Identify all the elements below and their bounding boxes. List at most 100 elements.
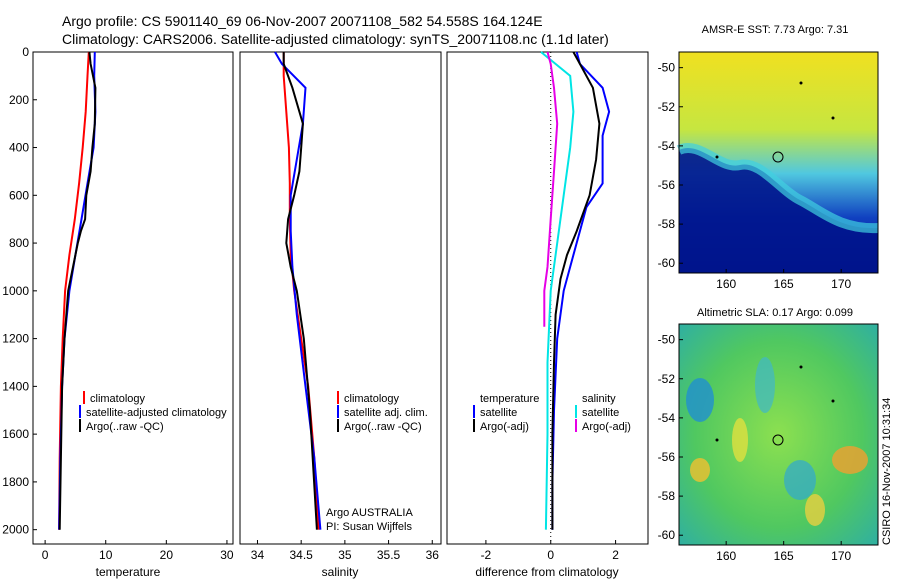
salinity-axes-box	[239, 51, 442, 545]
map-y-tick-label: -60	[658, 256, 676, 270]
y-tick-label: 1800	[2, 475, 29, 489]
map-y-tick-label: -52	[658, 100, 676, 114]
sla-map: Altimetric SLA: 0.17 Argo: 0.099 160 165 1…	[658, 307, 879, 563]
map-y-tick-label: -52	[658, 372, 676, 386]
series-line	[551, 51, 601, 530]
series-line	[551, 51, 611, 530]
difference-x-axis: -2 0 2	[481, 540, 619, 562]
x-tick-label: 2	[612, 548, 619, 562]
legend-climatology: climatology	[344, 393, 400, 405]
sst-map-frame	[678, 51, 879, 274]
y-tick-label: 1200	[2, 332, 29, 346]
float-dot	[831, 116, 835, 120]
sla-high	[805, 494, 825, 526]
difference-panel: -2 0 2 difference from climatology tempera…	[446, 51, 649, 579]
y-tick-label: 800	[9, 236, 29, 250]
float-dot	[715, 155, 719, 159]
map-y-tick-label: -56	[658, 178, 676, 192]
map-x-tick-label: 170	[831, 277, 851, 291]
sla-low	[784, 460, 816, 500]
figure-title-line2: Climatology: CARS2006. Satellite-adjuste…	[62, 31, 609, 47]
float-dot	[799, 365, 803, 369]
map-x-tick-label: 165	[774, 549, 794, 563]
sla-high	[732, 418, 748, 462]
map-y-tick-label: -50	[658, 333, 676, 347]
temperature-axis-label: temperature	[96, 565, 161, 579]
series-line	[282, 52, 318, 530]
salinity-x-axis: 34 34.5 35 35.5 36	[251, 540, 439, 562]
legend-temp-satellite: satellite	[480, 407, 517, 419]
salinity-panel: 34 34.5 35 35.5 36 salinity climatology sate…	[239, 51, 442, 579]
x-tick-label: -2	[481, 548, 492, 562]
legend-argo: Argo(..raw -QC)	[344, 421, 422, 433]
argo-location-marker	[772, 151, 784, 163]
map-x-tick-label: 160	[716, 549, 736, 563]
y-tick-label: 600	[9, 188, 29, 202]
float-dot	[831, 399, 835, 403]
temperature-legend: climatology satellite-adjusted climatolo…	[79, 391, 227, 433]
y-tick-label: 200	[9, 93, 29, 107]
y-tick-label: 2000	[2, 523, 29, 537]
map-x-tick-label: 170	[831, 549, 851, 563]
legend-satellite: satellite-adjusted climatology	[86, 407, 227, 419]
temperature-axes-box	[32, 51, 234, 545]
series-line	[58, 51, 97, 530]
y-tick-label: 1600	[2, 427, 29, 441]
x-tick-label: 36	[426, 548, 440, 562]
argo-location-marker	[772, 434, 784, 446]
polar-front-band	[676, 143, 879, 234]
sla-field	[679, 324, 878, 545]
sla-map-title: Altimetric SLA: 0.17 Argo: 0.099	[697, 307, 853, 319]
x-tick-label: 20	[160, 548, 174, 562]
temperature-panel: 0 200 400 600 800 1000 1200 1400 1600 1800 2000 0 1…	[2, 45, 234, 579]
map-y-tick-label: -60	[658, 528, 676, 542]
depth-axis: 0 200 400 600 800 1000 1200 1400 1600 1800 2000	[2, 45, 37, 537]
x-tick-label: 0	[547, 548, 554, 562]
map-y-tick-label: -58	[658, 489, 676, 503]
series-line	[543, 51, 559, 327]
figure-title-line1: Argo profile: CS 5901140_69 06-Nov-2007 …	[62, 13, 543, 29]
sst-map-title: AMSR-E SST: 7.73 Argo: 7.31	[702, 24, 849, 36]
legend-argo: Argo(..raw -QC)	[86, 421, 164, 433]
salinity-series	[274, 51, 322, 530]
x-tick-label: 34	[251, 548, 265, 562]
sla-low	[755, 357, 775, 413]
map-y-tick-label: -56	[658, 450, 676, 464]
y-tick-label: 1000	[2, 284, 29, 298]
y-tick-label: 0	[22, 45, 29, 59]
series-line	[58, 51, 90, 530]
data-source-label: Argo AUSTRALIA	[326, 507, 413, 519]
float-dot	[799, 81, 803, 85]
x-tick-label: 35	[338, 548, 352, 562]
y-tick-label: 400	[9, 141, 29, 155]
temperature-x-axis: 0 10 20 30	[42, 540, 234, 562]
legend-sal-satellite: satellite	[582, 407, 619, 419]
series-line	[274, 51, 322, 530]
difference-axis-label: difference from climatology	[475, 565, 618, 579]
x-tick-label: 10	[99, 548, 113, 562]
map-x-tick-label: 165	[774, 277, 794, 291]
map-y-tick-label: -58	[658, 217, 676, 231]
sst-map: AMSR-E SST: 7.73 Argo: 7.31 160 165 170 -50…	[658, 24, 879, 291]
legend-sal-argo: Argo(-adj)	[582, 421, 631, 433]
difference-series	[540, 51, 611, 530]
legend-satellite: satellite adj. clim.	[344, 407, 428, 419]
sst-map-axes: 160 165 170 -50 -52 -54 -56 -58 -60	[658, 61, 852, 291]
sla-high	[690, 458, 710, 482]
x-tick-label: 35.5	[377, 548, 401, 562]
legend-temp-argo: Argo(-adj)	[480, 421, 529, 433]
y-tick-label: 1400	[2, 379, 29, 393]
side-timestamp: CSIRO 16-Nov-2007 10:31:34	[881, 398, 893, 545]
x-tick-label: 0	[42, 548, 49, 562]
difference-legend: temperature satellite Argo(-adj) salinit…	[473, 393, 631, 433]
x-tick-label: 34.5	[289, 548, 313, 562]
pi-label: PI: Susan Wijffels	[326, 521, 412, 533]
legend-climatology: climatology	[90, 393, 146, 405]
cold-water-region	[679, 147, 878, 273]
legend-header-salinity: salinity	[582, 393, 616, 405]
temperature-series	[58, 51, 97, 530]
salinity-axis-label: salinity	[322, 565, 359, 579]
sla-low	[686, 378, 714, 422]
float-dot	[715, 438, 719, 442]
